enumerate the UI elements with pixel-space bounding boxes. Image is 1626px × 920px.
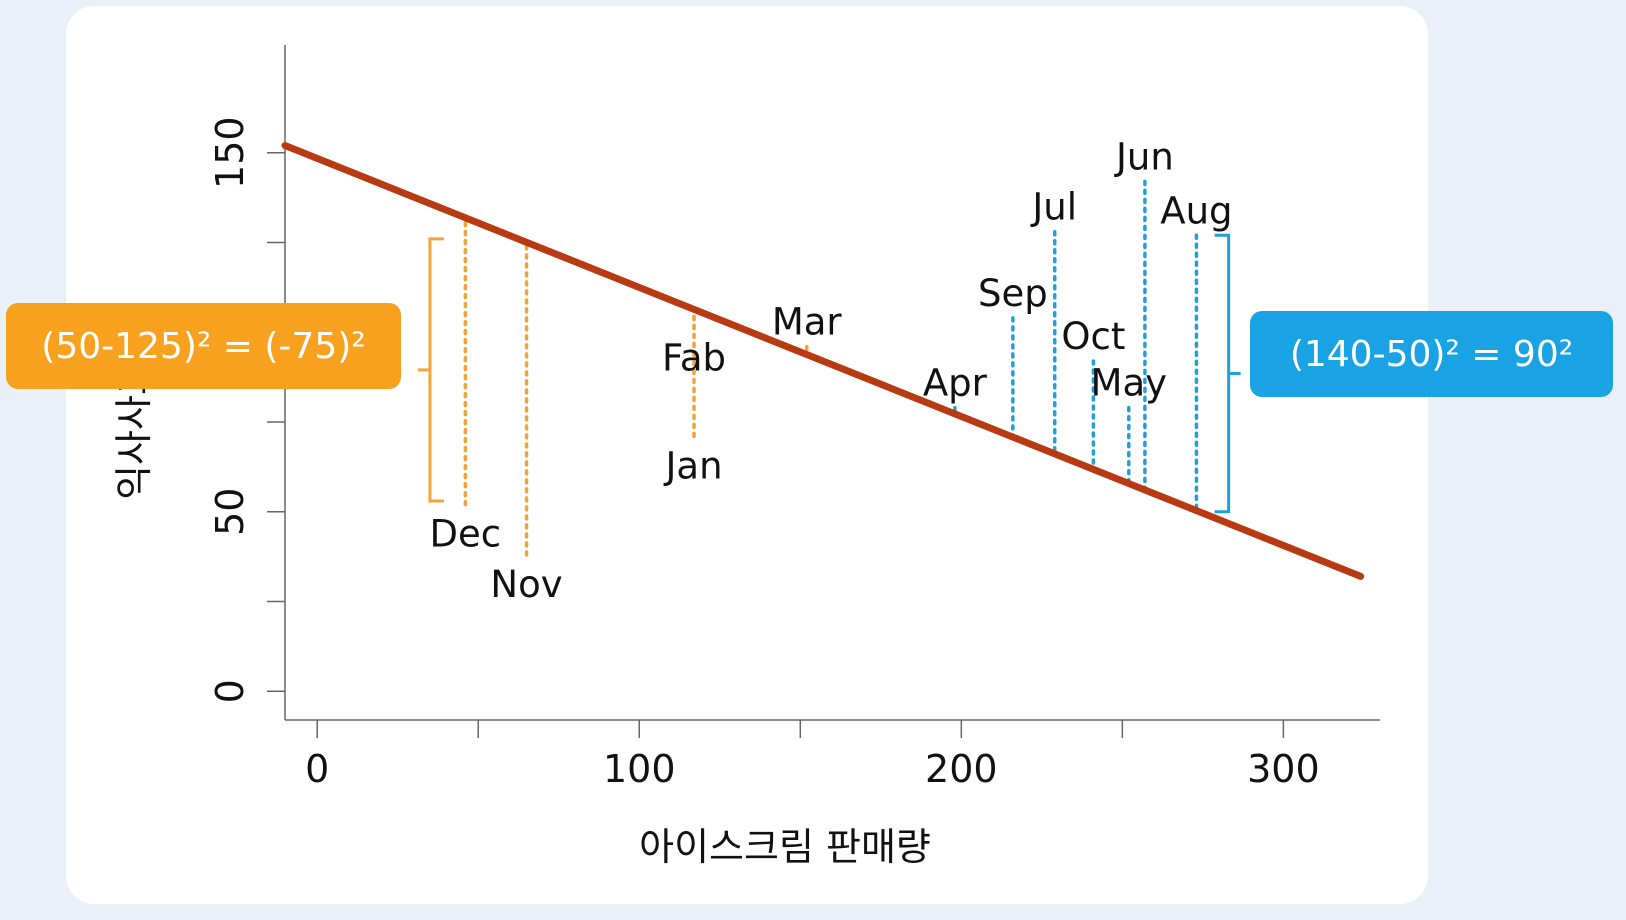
blue-residual-callout: (140-50)² = 90²	[1250, 311, 1613, 397]
orange-bracket	[428, 237, 444, 503]
orange-residual-callout: (50-125)² = (-75)²	[6, 303, 401, 389]
residual-lines	[463, 179, 1199, 557]
month-label-jul: Jul	[1030, 186, 1077, 229]
month-label-mar: Mar	[772, 301, 843, 344]
x-tick-label-200: 200	[925, 747, 998, 791]
month-label-jan: Jan	[663, 444, 722, 487]
y-tick-label-150: 150	[208, 116, 252, 189]
month-label-nov: Nov	[490, 563, 562, 606]
chart-card	[66, 6, 1428, 904]
month-label-fab: Fab	[662, 337, 726, 380]
x-tick-label-100: 100	[603, 747, 676, 791]
y-tick-label-50: 50	[208, 488, 252, 536]
regression-line-group	[281, 142, 1365, 580]
month-label-apr: Apr	[923, 362, 988, 405]
residual-brackets	[417, 233, 1241, 514]
month-label-oct: Oct	[1061, 315, 1125, 358]
ticks: 0 100 200 300 0 50 150	[208, 116, 1320, 791]
x-tick-label-0: 0	[305, 747, 329, 791]
blue-bracket	[1214, 233, 1231, 514]
regression-line	[281, 142, 1365, 580]
month-label-sep: Sep	[978, 272, 1048, 315]
month-label-may: May	[1091, 362, 1168, 405]
month-label-jun: Jun	[1114, 135, 1174, 178]
x-tick-label-300: 300	[1247, 747, 1320, 791]
month-label-dec: Dec	[430, 513, 502, 556]
x-axis-title: 아이스크림 판매량	[639, 825, 931, 869]
month-label-aug: Aug	[1160, 189, 1232, 232]
y-tick-label-0: 0	[208, 679, 252, 703]
axes	[284, 45, 1380, 721]
